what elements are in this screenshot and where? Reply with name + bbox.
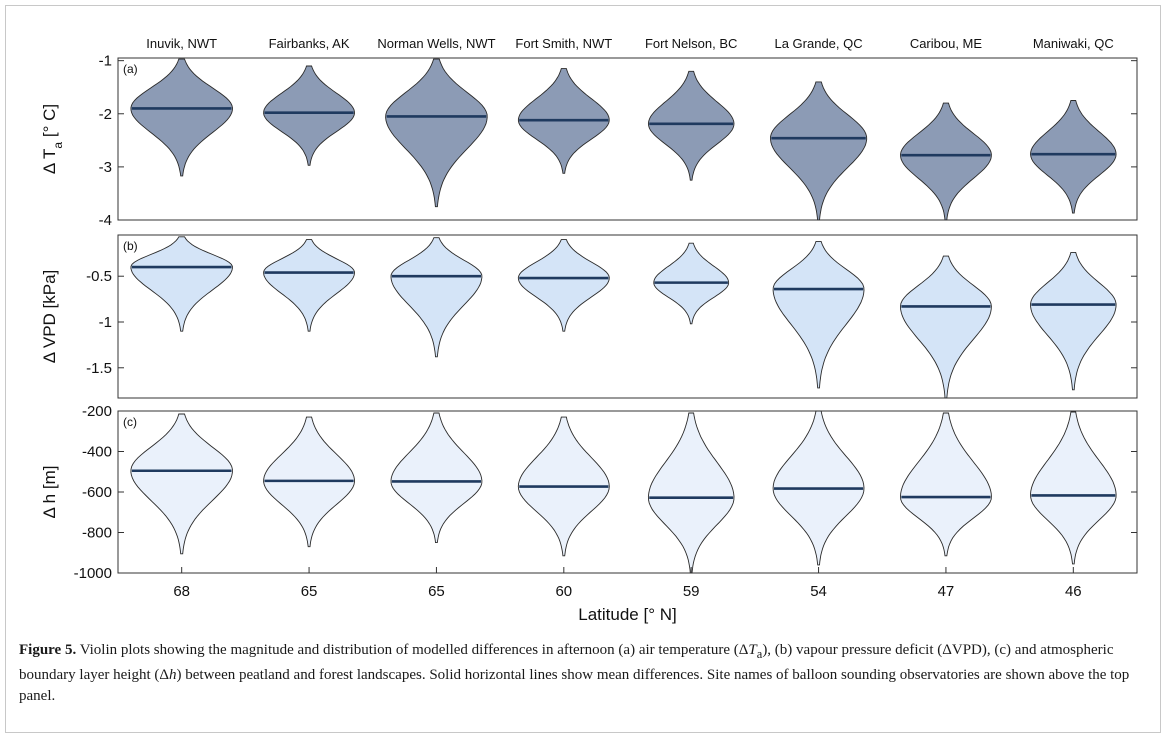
violin <box>263 65 355 166</box>
x-tick-label: 54 <box>810 583 827 600</box>
site-name: Maniwaki, QC <box>1033 36 1114 51</box>
y-tick-label: -1 <box>99 53 112 70</box>
violin <box>900 255 992 399</box>
caption-var-h: h <box>169 667 177 683</box>
site-name: Fort Smith, NWT <box>515 36 612 51</box>
violin <box>517 239 610 332</box>
y-tick-label: -3 <box>99 159 112 176</box>
caption-label: Figure 5. <box>19 642 77 658</box>
violin-figure: Inuvik, NWT Fairbanks, AK Norman Wells, NW… <box>40 36 1138 624</box>
violin <box>647 70 735 181</box>
x-axis-label: Latitude [° N] <box>578 605 676 624</box>
y-tick-label: -600 <box>82 484 112 501</box>
panel-b-ylabel: Δ VPD [kPa] <box>40 270 59 364</box>
y-tick-label: -800 <box>82 525 112 542</box>
site-name: Caribou, ME <box>910 36 983 51</box>
caption-var-t: T <box>748 642 757 658</box>
panel-a-axes <box>117 57 1138 221</box>
x-tick-label: 65 <box>428 583 445 600</box>
figure-caption: Figure 5. Violin plots showing the magni… <box>19 640 1149 707</box>
panel-b-label: (b) <box>123 239 138 253</box>
violin <box>130 413 233 555</box>
violin <box>130 236 233 332</box>
panel-b-axes <box>117 234 1138 399</box>
site-name: Fort Nelson, BC <box>645 36 737 51</box>
y-tick-label: -1 <box>99 314 112 331</box>
violin <box>385 58 488 208</box>
caption-text-3: ) between peatland and forest landscapes… <box>19 667 1130 704</box>
x-tick-label: 68 <box>173 583 190 600</box>
y-tick-label: -0.5 <box>86 268 112 285</box>
violin <box>1030 251 1117 391</box>
y-tick-label: -4 <box>99 212 112 229</box>
caption-text-1: Violin plots showing the magnitude and d… <box>76 642 749 658</box>
violin <box>772 240 865 389</box>
site-name: Fairbanks, AK <box>269 36 350 51</box>
x-tick-label: 65 <box>301 583 318 600</box>
violin <box>130 58 233 177</box>
x-tick-label: 47 <box>938 583 955 600</box>
violin <box>390 237 483 358</box>
panel-a-ylabel: Δ Ta [° C] <box>40 104 65 174</box>
violin <box>770 81 868 221</box>
panel-c-label: (c) <box>123 415 137 429</box>
site-name: Norman Wells, NWT <box>377 36 495 51</box>
y-tick-label: -200 <box>82 403 112 420</box>
violin <box>263 239 355 332</box>
caption-sub-a: a <box>756 647 763 661</box>
y-tick-label: -1.5 <box>86 360 112 377</box>
site-name: La Grande, QC <box>774 36 862 51</box>
site-name: Inuvik, NWT <box>146 36 217 51</box>
x-tick-label: 46 <box>1065 583 1082 600</box>
violin <box>900 102 992 221</box>
x-tick-label: 60 <box>555 583 572 600</box>
caption-text-2: ), (b) vapour pressure deficit (ΔVPD), (… <box>19 642 1114 683</box>
violin <box>1030 411 1117 565</box>
y-tick-label: -2 <box>99 106 112 123</box>
violin <box>647 412 735 574</box>
y-tick-label: -1000 <box>74 565 112 582</box>
panel-a-label: (a) <box>123 62 138 76</box>
violin <box>390 412 483 544</box>
violin <box>900 412 992 557</box>
y-tick-label: -400 <box>82 444 112 461</box>
violin <box>1030 100 1117 214</box>
x-tick-label: 59 <box>683 583 700 600</box>
panel-c-ylabel: Δ h [m] <box>40 466 59 519</box>
